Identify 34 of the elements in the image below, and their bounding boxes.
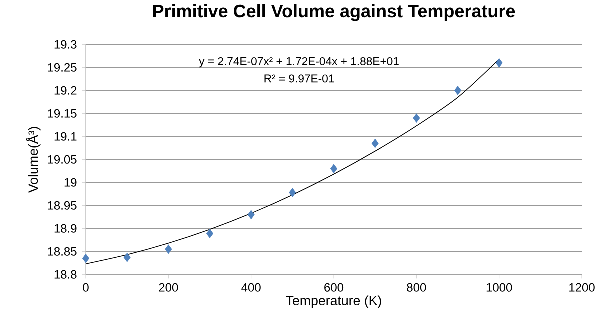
x-tick-label: 800 — [407, 284, 426, 292]
point — [496, 58, 503, 68]
y-tick-label: 18.85 — [48, 248, 77, 256]
point — [372, 139, 379, 148]
y-tick-label: 19.05 — [48, 156, 77, 164]
y-tick-label: 19.25 — [48, 64, 77, 72]
chart-title: Primitive Cell Volume against Temperature — [153, 4, 516, 22]
point — [330, 164, 338, 174]
x-tick-label: 1000 — [486, 284, 512, 292]
point — [82, 254, 90, 264]
annotation: y = 2.74E-07x² + 1.72E-04x + 1.88E+01 — [199, 58, 399, 68]
x-tick-label: 0 — [83, 284, 89, 292]
point — [413, 114, 420, 123]
y-tick-label: 19.15 — [48, 110, 77, 118]
y-tick-label: 19.1 — [54, 132, 77, 142]
y-axis-title: Volume(Å³) — [26, 127, 41, 194]
x-axis-title: Temperature (K) — [286, 296, 382, 308]
x-tick-label: 600 — [324, 284, 344, 292]
annotation: R² = 9.97E-01 — [264, 74, 334, 83]
y-tick-label: 19.2 — [54, 86, 77, 96]
point — [206, 229, 214, 238]
y-tick-label: 19.3 — [54, 40, 77, 50]
point — [289, 188, 296, 198]
x-tick-label: 200 — [159, 284, 178, 292]
y-tick-label: 19 — [64, 178, 77, 188]
point — [165, 244, 172, 254]
y-tick-label: 18.9 — [54, 224, 77, 234]
x-tick-label: 400 — [242, 284, 261, 292]
point — [124, 253, 131, 262]
x-tick-label: 1200 — [570, 284, 595, 292]
point — [454, 86, 462, 96]
y-tick-label: 18.95 — [48, 202, 77, 210]
y-tick-label: 18.8 — [54, 270, 77, 280]
point — [248, 210, 255, 220]
